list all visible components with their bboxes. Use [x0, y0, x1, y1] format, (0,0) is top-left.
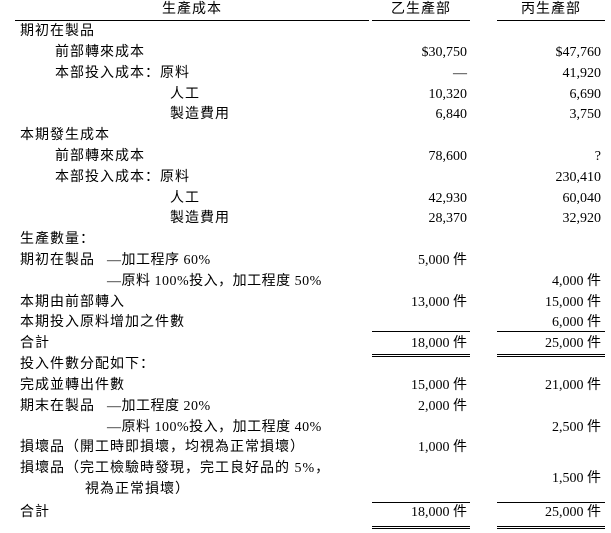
row-label: 製造費用: [170, 211, 230, 226]
table-row: 損壞品（完工檢驗時發現，完工良好品的 5%， 視為正常損壞） 1,500 件: [0, 458, 611, 497]
table-row: —原料 100%投入，加工程度 40% 2,500 件: [0, 417, 611, 438]
row-label: 期初在製品: [20, 24, 95, 39]
table-row: 合計 18,000 件 25,000 件: [0, 502, 611, 523]
value-dept-c: 32,920: [562, 211, 602, 226]
value-dept-c: 3,750: [569, 107, 602, 122]
table-row: 前部轉來成本 $30,750 $47,760: [0, 42, 611, 63]
value-dept-c: 15,000 件: [545, 295, 601, 310]
row-label: 本期由前部轉入: [20, 295, 125, 310]
value-dept-b: 42,930: [428, 191, 468, 206]
row-label: 損壞品（完工檢驗時發現，完工良好品的 5%，: [20, 461, 331, 476]
table-row: 期末在製品 —加工程度 20% 2,000 件: [0, 396, 611, 417]
table-row: 完成並轉出件數 15,000 件 21,000 件: [0, 375, 611, 396]
total-double-line-b: [372, 354, 470, 357]
value-dept-c: 21,000 件: [545, 378, 601, 393]
row-label: 損壞品（開工時即損壞，均視為正常損壞）: [20, 440, 305, 455]
value-dept-c: ?: [594, 149, 601, 164]
value-dept-b: 28,370: [428, 211, 468, 226]
subtotal-line-b: [372, 331, 470, 332]
subtotal-line-b-2: [372, 502, 470, 503]
row-label: 投入件數分配如下：: [20, 357, 155, 372]
table-row: 前部轉來成本 78,600?: [0, 146, 611, 167]
row-label: 完成並轉出件數: [20, 378, 125, 393]
row-label: 前部轉來成本: [55, 45, 145, 60]
row-sublabel: —原料 100%投入，加工程度 50%: [107, 274, 322, 289]
value-dept-b: 13,000 件: [411, 295, 467, 310]
value-dept-b: 18,000 件: [411, 505, 467, 520]
row-sublabel: —原料 100%投入，加工程度 40%: [107, 420, 322, 435]
row-label: 前部轉來成本: [55, 149, 145, 164]
row-sublabel: —加工程度 20%: [107, 399, 211, 414]
value-dept-c: 4,000 件: [552, 274, 601, 289]
row-label: 本部投入成本：原料: [55, 170, 190, 185]
table-row: 本期投入原料增加之件數 6,000 件: [0, 312, 611, 333]
value-dept-c: 25,000 件: [545, 336, 601, 351]
value-dept-c: 230,410: [555, 170, 602, 185]
total-double-line-c: [497, 354, 605, 357]
table-row: 製造費用 28,370 32,920: [0, 208, 611, 229]
row-label: 製造費用: [170, 107, 230, 122]
row-label: 期末在製品: [20, 399, 95, 414]
row-label: 期初在製品: [20, 253, 95, 268]
subtotal-line-c: [497, 331, 605, 332]
value-dept-c: 2,500 件: [552, 420, 601, 435]
value-dept-b: 78,600: [428, 149, 468, 164]
value-dept-c: 41,920: [562, 66, 602, 81]
row-label: 合計: [20, 505, 50, 520]
value-dept-c: 1,500 件: [552, 471, 601, 486]
header-cost: 生產成本: [15, 0, 369, 21]
value-dept-b: 2,000 件: [418, 399, 467, 414]
header-dept-b: 乙生產部: [372, 0, 470, 21]
header-dept-c: 丙生產部: [497, 0, 605, 21]
row-label: 本期發生成本: [20, 128, 110, 143]
value-dept-b: 5,000 件: [418, 253, 467, 268]
table-row: 本部投入成本：原料 230,410: [0, 167, 611, 188]
value-dept-b: 15,000 件: [411, 378, 467, 393]
table-row: 人工 10,320 6,690: [0, 84, 611, 105]
subtotal-line-c-2: [497, 502, 605, 503]
value-dept-b: 6,840: [435, 107, 468, 122]
table-row: 損壞品（開工時即損壞，均視為正常損壞） 1,000 件: [0, 437, 611, 458]
value-dept-b: —: [453, 66, 467, 81]
row-label-continued: 視為正常損壞）: [85, 482, 190, 497]
value-dept-c: 6,000 件: [552, 315, 601, 330]
table-row: 本期由前部轉入 13,000 件 15,000 件: [0, 292, 611, 313]
value-dept-c: $47,760: [555, 45, 602, 60]
row-label: 人工: [170, 87, 200, 102]
row-label: 本期投入原料增加之件數: [20, 315, 185, 330]
row-sublabel: —加工程序 60%: [107, 253, 211, 268]
table-row: —原料 100%投入，加工程度 50% 4,000 件: [0, 271, 611, 292]
table-row: 期初在製品: [0, 21, 611, 42]
total-double-line-c-2: [497, 526, 605, 529]
value-dept-c: 60,040: [562, 191, 602, 206]
table-row: 合計 18,000 件 25,000 件: [0, 333, 611, 354]
value-dept-c: 6,690: [569, 87, 602, 102]
table-row: 本部投入成本：原料 — 41,920: [0, 63, 611, 84]
value-dept-b: 18,000 件: [411, 336, 467, 351]
table-row: 人工 42,930 60,040: [0, 188, 611, 209]
table-row: 投入件數分配如下：: [0, 354, 611, 375]
row-label: 人工: [170, 191, 200, 206]
value-dept-b: 1,000 件: [418, 440, 467, 455]
row-label: 合計: [20, 336, 50, 351]
table-row: 製造費用 6,840 3,750: [0, 104, 611, 125]
row-label: 本部投入成本：原料: [55, 66, 190, 81]
table-row: 本期發生成本: [0, 125, 611, 146]
row-label: 生產數量：: [20, 232, 95, 247]
table-row: 期初在製品 —加工程序 60% 5,000 件: [0, 250, 611, 271]
value-dept-c: 25,000 件: [545, 505, 601, 520]
table-row: 生產數量：: [0, 229, 611, 250]
value-dept-b: $30,750: [421, 45, 468, 60]
value-dept-b: 10,320: [428, 87, 468, 102]
total-double-line-b-2: [372, 526, 470, 529]
